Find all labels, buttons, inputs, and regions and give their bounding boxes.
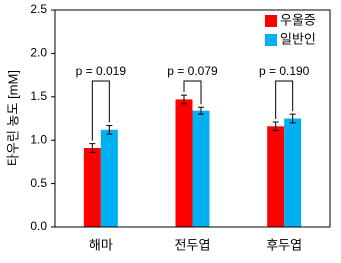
y-tick-label: 1.5 [30, 89, 47, 103]
y-axis-label: 타우린 농도 [mM] [5, 70, 20, 166]
error-bar [89, 143, 96, 153]
bar [284, 118, 302, 227]
bracket [183, 80, 202, 105]
error-bar [272, 121, 279, 132]
y-tick-label: 0.5 [30, 176, 47, 190]
p-value: p = 0.019 [76, 64, 127, 78]
x-tick-label: 해마 [89, 237, 113, 252]
bracket [275, 80, 294, 119]
p-value: p = 0.190 [259, 64, 310, 78]
bar [100, 129, 118, 227]
legend-label: 우울증 [280, 12, 316, 27]
plot-frame [54, 9, 331, 228]
legend-label: 일반인 [280, 31, 316, 46]
p-value: p = 0.079 [167, 64, 218, 78]
bar [192, 110, 210, 227]
bar [175, 99, 193, 227]
bar [83, 148, 101, 227]
error-bar [198, 106, 204, 115]
y-tick-label: 2.5 [30, 2, 47, 16]
error-bar [106, 124, 113, 135]
error-bar [181, 94, 187, 105]
legend-swatch [265, 34, 277, 46]
bracket [91, 80, 110, 141]
y-tick-label: 2.0 [30, 46, 47, 60]
y-tick-label: 1.0 [30, 132, 47, 146]
error-bar [289, 113, 296, 124]
y-tick-label: 0.0 [30, 219, 47, 233]
legend-swatch [265, 15, 277, 27]
bar [267, 126, 285, 227]
x-tick-label: 후두엽 [266, 237, 302, 252]
x-tick-label: 전두엽 [175, 237, 211, 252]
